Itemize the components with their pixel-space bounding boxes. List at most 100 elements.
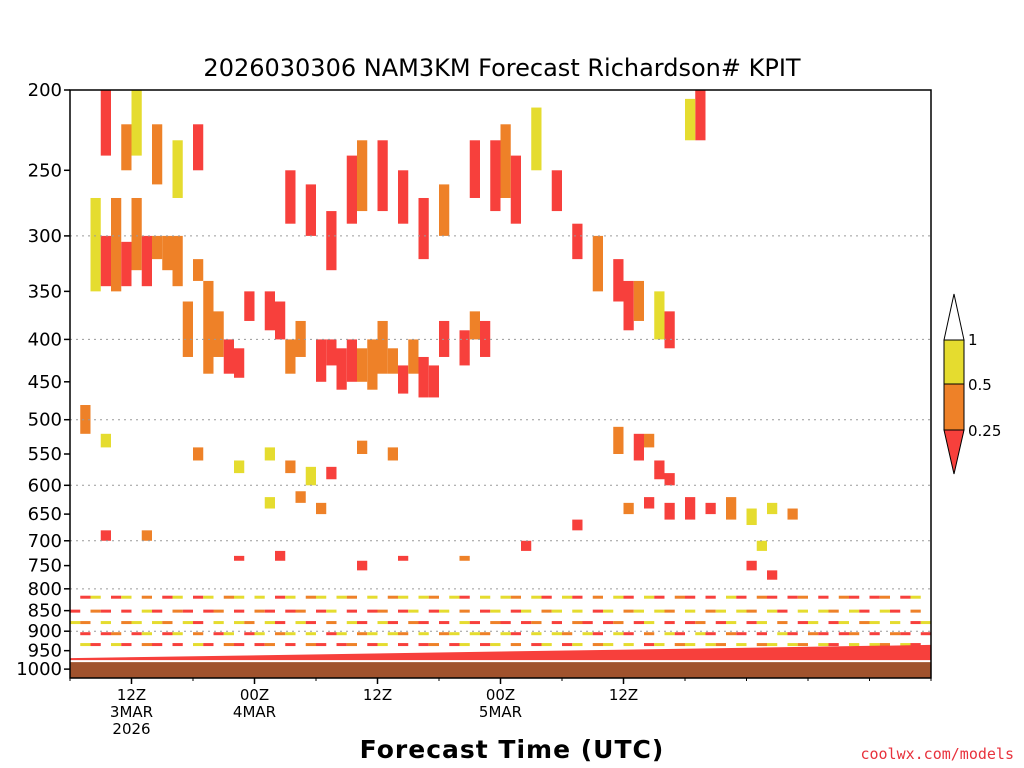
- heatmap-cell: [90, 595, 101, 599]
- heatmap-cell: [818, 643, 829, 647]
- heatmap-cell: [439, 632, 450, 636]
- heatmap-cell: [80, 595, 91, 599]
- heatmap-cell: [879, 609, 890, 613]
- colorbar: 1 0.5 0.25: [943, 293, 1001, 475]
- heatmap-cell: [264, 621, 275, 625]
- heatmap-cell: [726, 632, 737, 636]
- y-tick-label: 900: [28, 621, 62, 642]
- heatmap-cell: [398, 555, 409, 561]
- heatmap-cell: [80, 643, 91, 647]
- heatmap-cell: [705, 609, 716, 613]
- heatmap-cell: [213, 311, 224, 357]
- heatmap-cell: [726, 621, 737, 625]
- heatmap-cell: [787, 595, 798, 599]
- heatmap-cell: [223, 339, 234, 374]
- heatmap-cell: [685, 621, 696, 625]
- heatmap-cell: [223, 595, 234, 599]
- heatmap-cell: [326, 211, 337, 271]
- heatmap-cell: [70, 609, 81, 613]
- colorbar-swatch-above: [943, 293, 965, 341]
- x-tick-label: 00Z: [486, 686, 515, 704]
- heatmap-cell: [100, 621, 111, 625]
- heatmap-cell: [490, 621, 501, 625]
- heatmap-cell: [80, 621, 91, 625]
- heatmap-cell: [654, 595, 665, 599]
- heatmap-cell: [633, 609, 644, 613]
- heatmap-cell: [152, 609, 163, 613]
- heatmap-cell: [295, 320, 306, 357]
- heatmap-cell: [244, 291, 255, 321]
- credit-link[interactable]: coolwx.com/models: [860, 745, 1014, 763]
- heatmap-cell: [367, 632, 378, 636]
- heatmap-cell: [787, 508, 798, 520]
- heatmap-cell: [254, 609, 265, 613]
- heatmap-cell: [910, 621, 921, 625]
- heatmap-cell: [90, 643, 101, 647]
- heatmap-cell: [141, 632, 152, 636]
- heatmap-cell: [100, 530, 111, 541]
- heatmap-cell: [756, 540, 767, 551]
- heatmap-cell: [305, 595, 316, 599]
- heatmap-cell: [551, 621, 562, 625]
- heatmap-cell: [480, 595, 491, 599]
- heatmap-cell: [387, 595, 398, 599]
- heatmap-cell: [869, 621, 880, 625]
- heatmap-cell: [398, 643, 409, 647]
- heatmap-cell: [572, 519, 583, 531]
- y-tick-label: 750: [28, 556, 62, 577]
- heatmap-cell: [510, 609, 521, 613]
- heatmap-cell: [715, 609, 726, 613]
- heatmap-cell: [818, 632, 829, 636]
- heatmap-cell: [767, 502, 778, 515]
- heatmap-cell: [398, 170, 409, 224]
- heatmap-cell: [623, 502, 634, 515]
- heatmap-cell: [234, 348, 245, 378]
- heatmap-cell: [326, 466, 337, 480]
- heatmap-cell: [510, 643, 521, 647]
- heatmap-cell: [459, 609, 470, 613]
- y-tick-label: 550: [28, 444, 62, 465]
- heatmap-cell: [685, 609, 696, 613]
- colorbar-swatch-yellow: [943, 339, 965, 385]
- heatmap-cell: [131, 90, 142, 156]
- heatmap-cell: [459, 643, 470, 647]
- x-tick-label: 2026: [112, 720, 150, 738]
- heatmap-cell: [367, 595, 378, 599]
- heatmap-cell: [285, 339, 296, 374]
- heatmap-cell: [172, 140, 183, 198]
- heatmap-cell: [111, 197, 122, 292]
- heatmap-cell: [459, 330, 470, 366]
- heatmap-cell: [510, 155, 521, 224]
- heatmap-cell: [746, 609, 757, 613]
- y-tick-label: 300: [28, 226, 62, 247]
- heatmap-cell: [141, 609, 152, 613]
- heatmap-cell: [193, 643, 204, 647]
- heatmap-cell: [572, 621, 583, 625]
- heatmap-cell: [213, 621, 224, 625]
- heatmap-cell: [685, 595, 696, 599]
- heatmap-cell: [162, 621, 173, 625]
- heatmap-cell: [285, 460, 296, 474]
- heatmap-cell: [551, 632, 562, 636]
- heatmap-cell: [357, 140, 368, 212]
- heatmap-cell: [357, 621, 368, 625]
- heatmap-cell: [172, 643, 183, 647]
- heatmap-cell: [357, 632, 368, 636]
- heatmap-cell: [633, 280, 644, 321]
- heatmap-cell: [808, 632, 819, 636]
- heatmap-cell: [398, 632, 409, 636]
- heatmap-cell: [469, 140, 480, 198]
- heatmap-cell: [244, 621, 255, 625]
- heatmap-cell: [500, 124, 511, 198]
- heatmap-cell: [182, 609, 193, 613]
- heatmap-cell: [234, 643, 245, 647]
- heatmap-cell: [644, 643, 655, 647]
- heatmap-cell: [439, 320, 450, 357]
- heatmap-cell: [623, 595, 634, 599]
- heatmap-cell: [869, 595, 880, 599]
- heatmap-cell: [910, 595, 921, 599]
- x-tick-label: 00Z: [240, 686, 269, 704]
- heatmap-cell: [80, 632, 91, 636]
- heatmap-cell: [859, 609, 870, 613]
